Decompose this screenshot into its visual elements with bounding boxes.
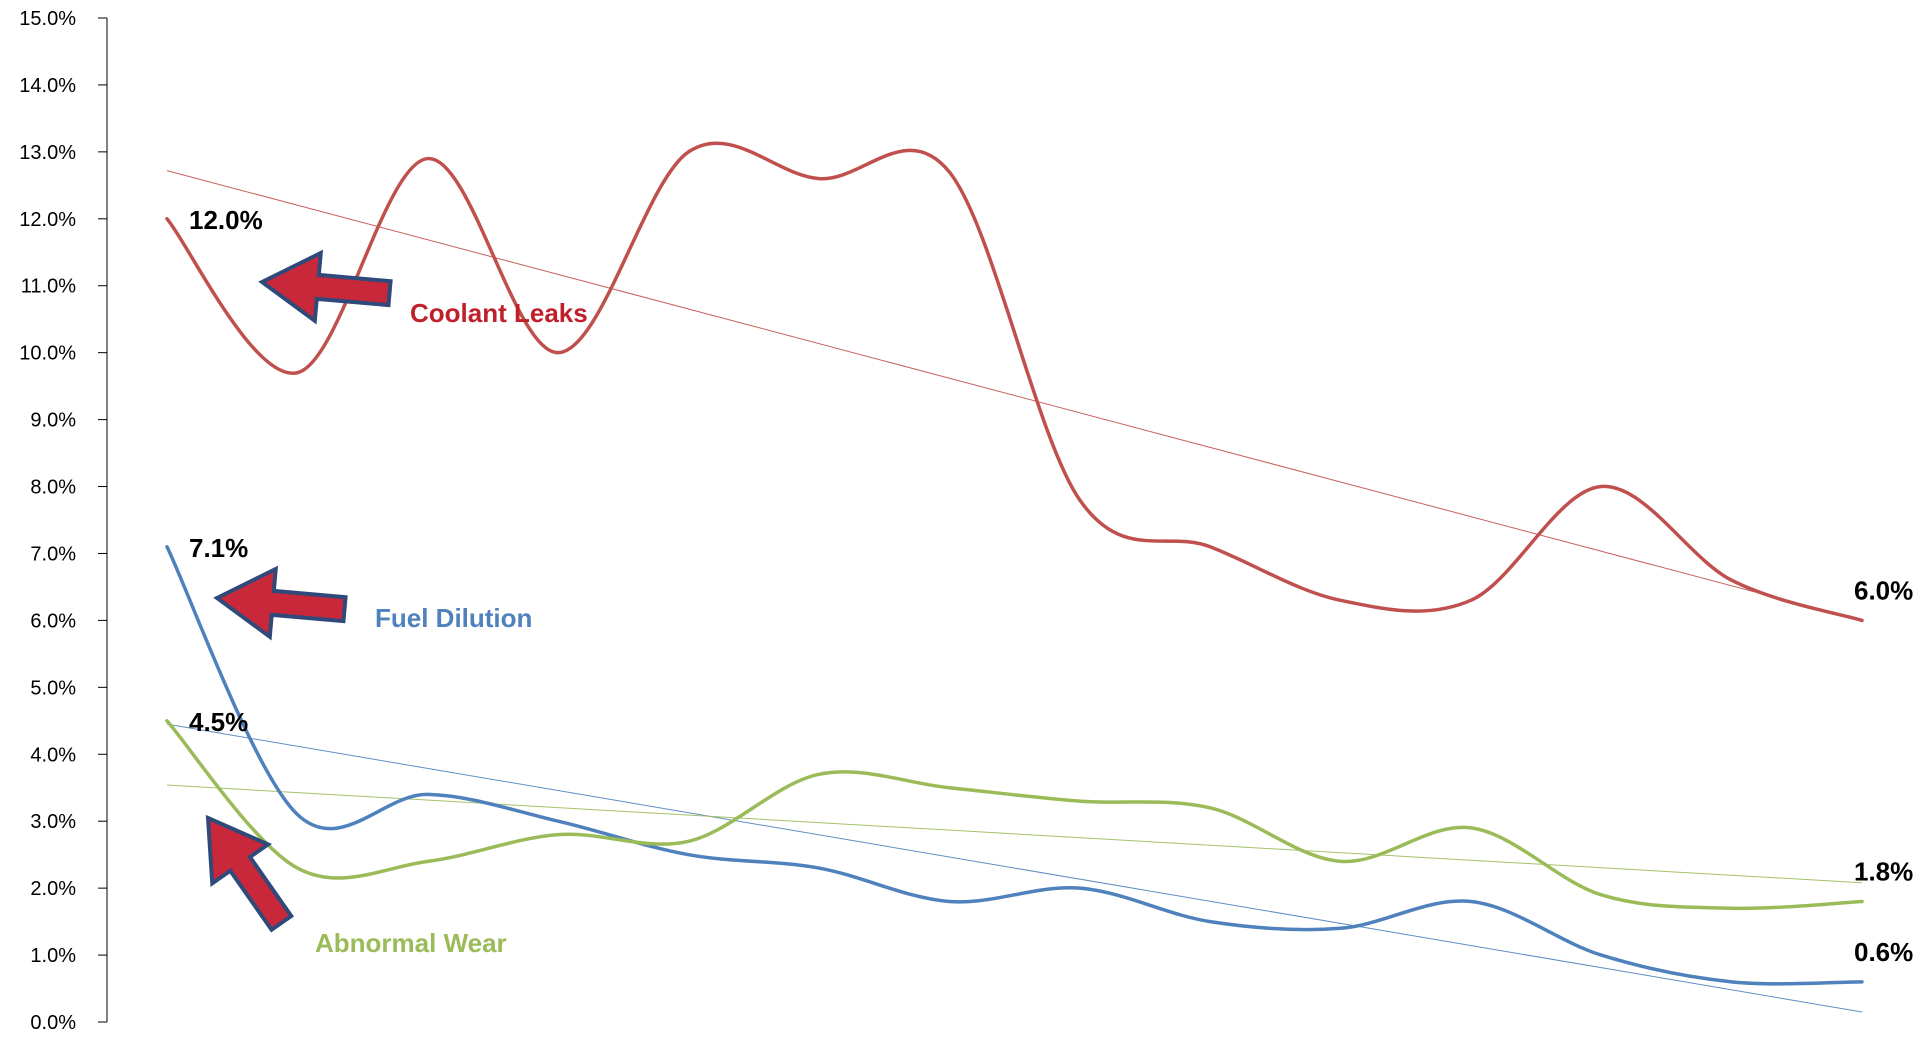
fuel-dilution-label: Fuel Dilution [375,603,532,633]
fuel-dilution-line [165,545,1864,986]
data-labels: 12.0% 6.0% 7.1% 0.6% 4.5% 1.8% [189,205,1913,967]
abnormal-wear-label: Abnormal Wear [315,928,507,958]
abnormal-wear-start-label: 4.5% [189,707,248,737]
trendlines [166,170,1863,1013]
y-tick-label: 9.0% [30,410,76,432]
y-axis: 0.0% 1.0% 2.0% 3.0% 4.0% 5.0% 6.0% 7.0% 8.0% 9.0%… [19,8,108,1034]
y-tick-label: 5.0% [30,677,76,699]
fuel-dilution-start-label: 7.1% [189,533,248,563]
coolant-arrow-icon [258,249,393,325]
y-tick-label: 1.0% [30,945,76,967]
y-tick-label: 10.0% [19,343,76,365]
fuel-dilution-end-label: 0.6% [1854,937,1913,967]
y-tick-label: 11.0% [21,276,76,298]
coolant-leaks-end-label: 6.0% [1854,575,1913,605]
y-tick-label: 15.0% [19,8,76,30]
y-tick-label: 4.0% [30,744,76,766]
wear-arrow-icon [205,814,295,933]
y-tick-label: 12.0% [19,209,76,231]
y-tick-label: 6.0% [30,610,76,632]
fuel-arrow-icon [213,565,348,641]
series-lines [165,141,1864,986]
abnormal-wear-trendline [166,784,1863,884]
y-tick-label: 7.0% [30,543,76,565]
y-tick-label: 3.0% [30,811,76,833]
y-tick-label: 0.0% [30,1012,76,1034]
y-tick-label: 8.0% [30,477,76,499]
abnormal-wear-line [165,719,1864,911]
y-tick-label: 2.0% [30,878,76,900]
y-tick-label: 14.0% [19,75,76,97]
abnormal-wear-end-label: 1.8% [1854,857,1913,887]
fuel-dilution-trendline [166,723,1863,1013]
coolant-leaks-line [165,141,1864,623]
coolant-leaks-trendline [166,170,1863,621]
coolant-leaks-start-label: 12.0% [189,205,263,235]
coolant-leaks-label: Coolant Leaks [410,298,588,328]
y-tick-label: 13.0% [19,142,76,164]
annotations: Coolant Leaks Fuel Dilution Abnormal Wear [205,249,588,958]
